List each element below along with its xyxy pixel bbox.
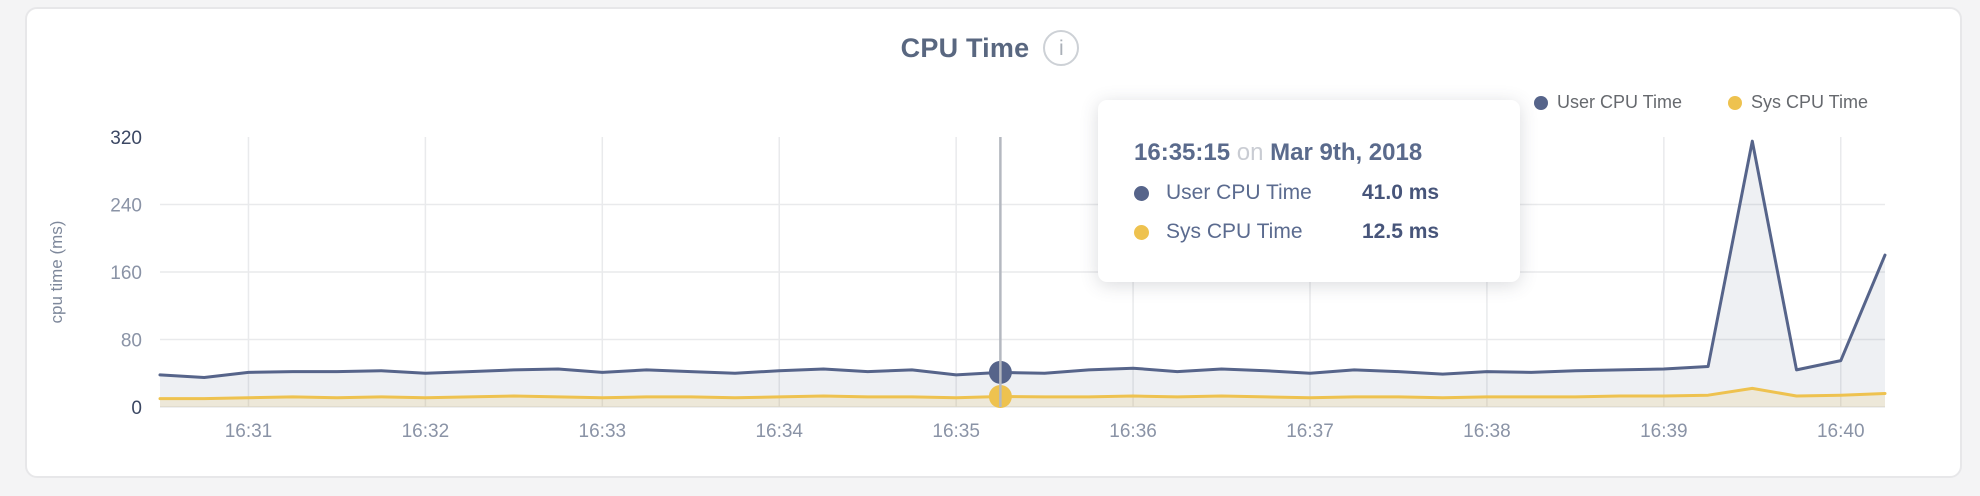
x-tick-label: 16:33: [579, 421, 627, 442]
tooltip-header: 16:35:15 on Mar 9th, 2018: [1134, 140, 1496, 166]
x-tick-label: 16:40: [1817, 421, 1865, 442]
legend-dot-icon: [1727, 95, 1742, 110]
y-tick-label: 240: [110, 196, 142, 217]
sys-cpu-dot-icon: [1134, 224, 1149, 240]
y-tick-label: 160: [110, 263, 142, 284]
tooltip-row-label: Sys CPU Time: [1166, 220, 1303, 243]
x-tick-label: 16:35: [932, 421, 980, 442]
tooltip-row-value: 12.5 ms: [1362, 220, 1440, 243]
tooltip-row-label: User CPU Time: [1166, 181, 1312, 204]
y-axis-title: cpu time (ms): [47, 221, 66, 324]
tooltip-date: Mar 9th, 2018: [1270, 139, 1423, 166]
info-icon[interactable]: i: [1043, 30, 1080, 66]
legend-item-sys-cpu-time[interactable]: Sys CPU Time: [1727, 92, 1868, 113]
tooltip-row-value: 41.0 ms: [1362, 181, 1440, 204]
x-tick-label: 16:38: [1463, 421, 1511, 442]
x-tick-label: 16:32: [402, 421, 450, 442]
tooltip-row-sys: Sys CPU Time 12.5 ms: [1134, 220, 1496, 244]
x-tick-label: 16:31: [225, 421, 273, 442]
sys-cpu-line: [158, 386, 1887, 401]
legend-dot-icon: [1533, 95, 1548, 110]
legend-item-user-cpu-time[interactable]: User CPU Time: [1533, 92, 1682, 113]
hover-tooltip: 16:35:15 on Mar 9th, 2018 User CPU Time …: [1098, 100, 1520, 282]
y-tick-label: 80: [121, 331, 142, 352]
y-tick-label: 320: [110, 128, 142, 149]
x-tick-label: 16:37: [1286, 421, 1334, 442]
tooltip-row-user: User CPU Time 41.0 ms: [1134, 181, 1496, 205]
x-tick-label: 16:36: [1109, 421, 1157, 442]
chart-header: CPU Time i: [0, 30, 1980, 66]
user-cpu-line: [158, 139, 1887, 379]
chart-legend: User CPU Time Sys CPU Time: [1533, 92, 1868, 113]
legend-label: Sys CPU Time: [1750, 92, 1868, 112]
user-area-fill: [160, 141, 1885, 407]
y-tick-label: 0: [131, 398, 142, 419]
tooltip-conjunction: on: [1236, 139, 1264, 166]
user-cpu-dot-icon: [1134, 185, 1149, 201]
legend-label: User CPU Time: [1556, 92, 1682, 112]
page-title: CPU Time: [900, 32, 1030, 63]
tooltip-time: 16:35:15: [1134, 139, 1231, 166]
info-icon-glyph: i: [1058, 36, 1064, 60]
x-tick-label: 16:34: [755, 421, 803, 442]
x-tick-label: 16:39: [1640, 421, 1688, 442]
